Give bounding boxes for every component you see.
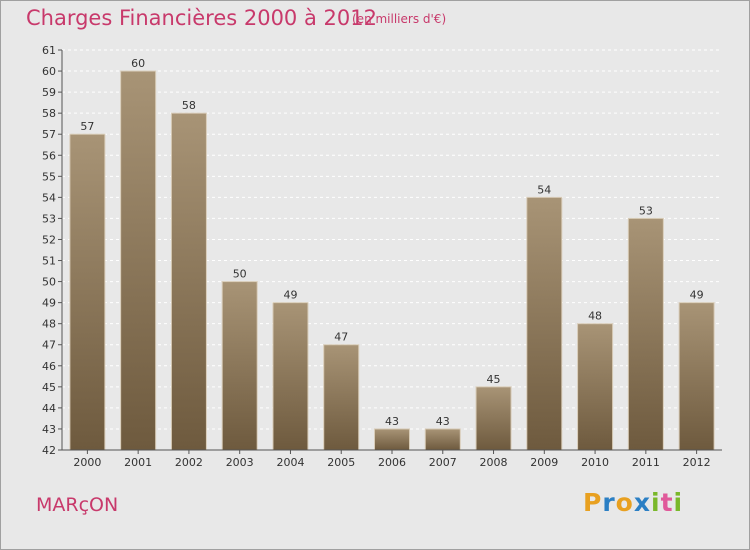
value-label: 47 bbox=[334, 331, 348, 344]
bar-2004 bbox=[272, 302, 309, 451]
y-tick-label: 44 bbox=[42, 402, 56, 415]
value-label: 48 bbox=[588, 310, 602, 323]
y-tick-label: 45 bbox=[42, 381, 56, 394]
y-tick-label: 53 bbox=[42, 212, 56, 225]
y-tick-label: 61 bbox=[42, 44, 56, 57]
value-label: 60 bbox=[131, 57, 145, 70]
value-label: 43 bbox=[385, 415, 399, 428]
value-label: 43 bbox=[436, 415, 450, 428]
y-tick-label: 42 bbox=[42, 444, 56, 457]
y-tick-label: 43 bbox=[42, 423, 56, 436]
chart-title: Charges Financières 2000 à 2012 bbox=[26, 6, 377, 30]
y-tick-label: 54 bbox=[42, 191, 56, 204]
bar-2007 bbox=[424, 428, 461, 451]
value-label: 57 bbox=[80, 120, 94, 133]
y-tick-label: 47 bbox=[42, 339, 56, 352]
x-tick-label: 2003 bbox=[226, 456, 254, 469]
value-label: 53 bbox=[639, 204, 653, 217]
bar-2000 bbox=[69, 133, 106, 451]
value-label: 49 bbox=[283, 289, 297, 302]
y-tick-label: 51 bbox=[42, 255, 56, 268]
x-tick-label: 2001 bbox=[124, 456, 152, 469]
value-label: 54 bbox=[537, 183, 551, 196]
y-tick-label: 59 bbox=[42, 86, 56, 99]
y-tick-label: 49 bbox=[42, 297, 56, 310]
x-tick-label: 2007 bbox=[429, 456, 457, 469]
value-label: 45 bbox=[487, 373, 501, 386]
y-tick-label: 58 bbox=[42, 107, 56, 120]
x-tick-label: 2011 bbox=[632, 456, 660, 469]
x-tick-label: 2004 bbox=[276, 456, 304, 469]
bar-2012 bbox=[678, 302, 715, 451]
bar-2003 bbox=[221, 281, 258, 451]
x-tick-label: 2009 bbox=[530, 456, 558, 469]
chart-subtitle: (en milliers d'€) bbox=[352, 12, 447, 26]
bar-2009 bbox=[526, 196, 563, 451]
y-tick-label: 50 bbox=[42, 276, 56, 289]
place-name: MARçON bbox=[36, 494, 119, 516]
y-tick-label: 60 bbox=[42, 65, 56, 78]
y-tick-label: 56 bbox=[42, 149, 56, 162]
x-tick-label: 2012 bbox=[683, 456, 711, 469]
x-tick-label: 2005 bbox=[327, 456, 355, 469]
bar-2005 bbox=[323, 344, 360, 451]
y-tick-label: 55 bbox=[42, 170, 56, 183]
y-tick-label: 46 bbox=[42, 360, 56, 373]
bar-2010 bbox=[577, 323, 614, 451]
x-tick-label: 2008 bbox=[480, 456, 508, 469]
bar-2006 bbox=[374, 428, 410, 451]
x-tick-label: 2000 bbox=[73, 456, 101, 469]
value-label: 50 bbox=[233, 268, 247, 281]
bar-2011 bbox=[627, 217, 664, 451]
x-tick-label: 2006 bbox=[378, 456, 406, 469]
value-label: 49 bbox=[690, 289, 704, 302]
y-tick-label: 52 bbox=[42, 233, 56, 246]
value-label: 58 bbox=[182, 99, 196, 112]
x-tick-label: 2010 bbox=[581, 456, 609, 469]
plot-area bbox=[62, 50, 722, 450]
y-tick-label: 48 bbox=[42, 318, 56, 331]
bar-2002 bbox=[170, 112, 207, 451]
proxiti-logo: Proxiti bbox=[583, 488, 684, 517]
y-tick-label: 57 bbox=[42, 128, 56, 141]
x-tick-label: 2002 bbox=[175, 456, 203, 469]
bar-2001 bbox=[120, 70, 157, 451]
bar-2008 bbox=[475, 386, 512, 451]
